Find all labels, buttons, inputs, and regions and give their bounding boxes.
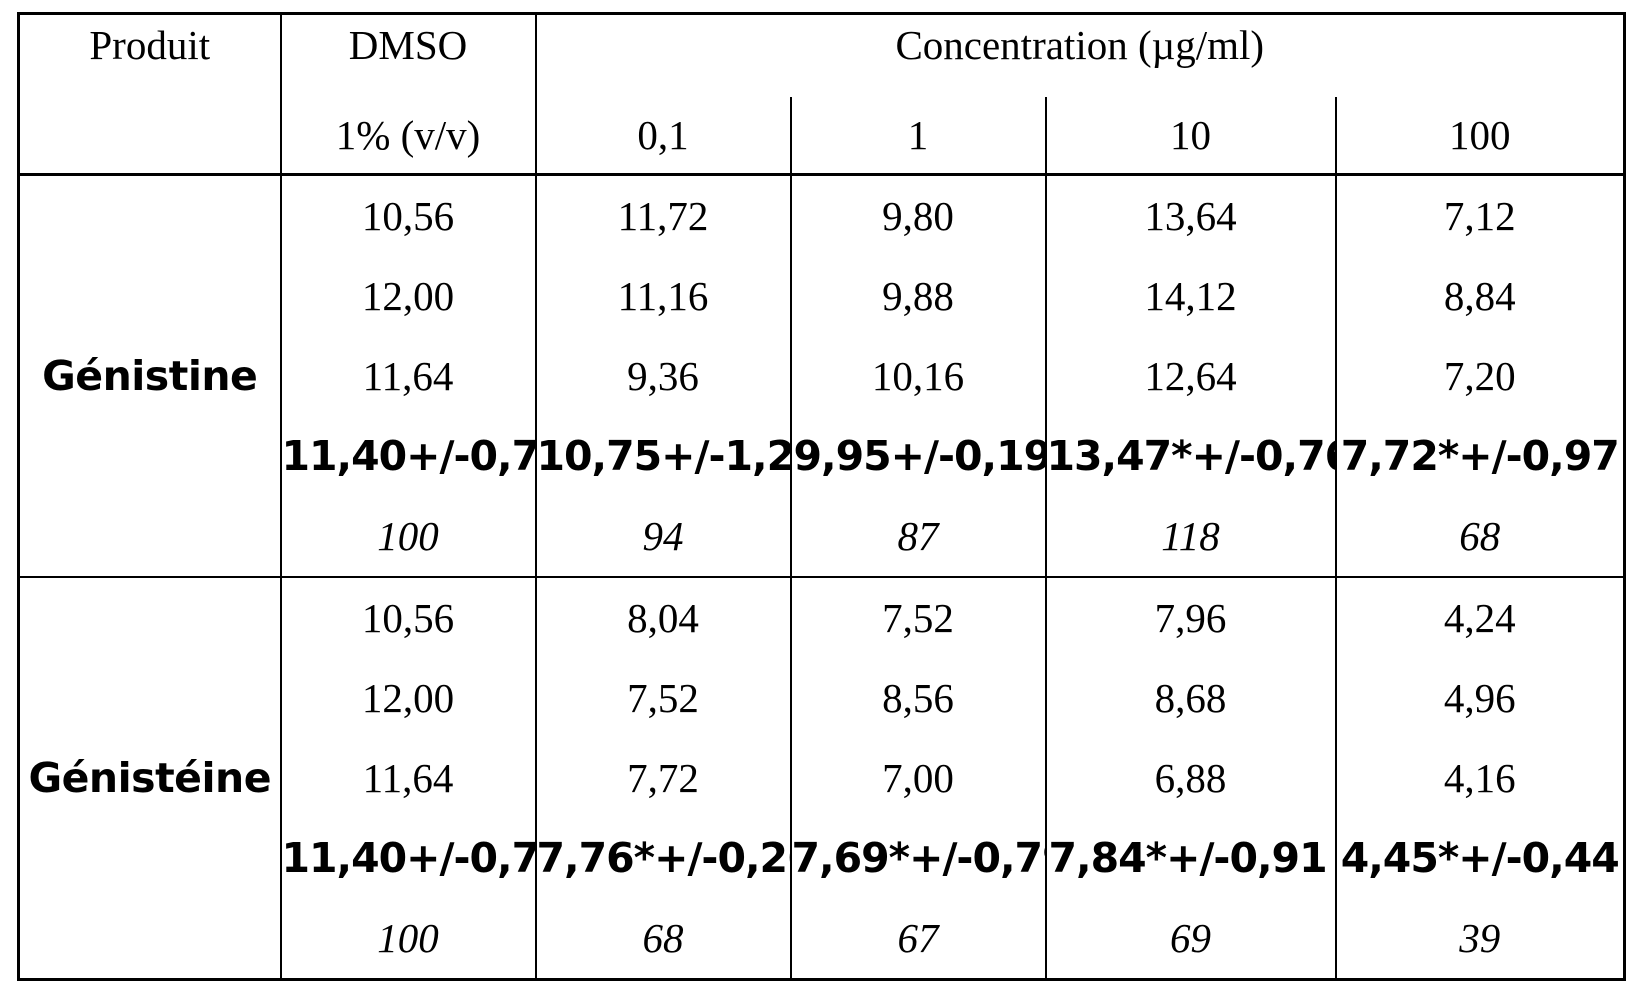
percent-cell: 69 [1044,898,1336,980]
mean-cell: 7,72*+/-0,97 [1334,416,1625,496]
percent-cell: 100 [279,496,536,577]
mean-cell: 4,45*+/-0,44 [1334,818,1625,898]
concentration-header: Concentration (µg/ml) [534,13,1625,97]
mean-cell: 10,75+/-1,23 [534,416,791,496]
table-cell: 9,88 [789,256,1046,336]
conc-header-0: 0,1 [534,97,791,175]
table-cell: 4,24 [1334,576,1625,658]
table-cell: 9,80 [789,173,1046,256]
dmso-header-line1: DMSO [279,13,536,97]
percent-cell: 94 [534,496,791,577]
table-row: 12,00 7,52 8,56 8,68 4,96 [19,658,1625,738]
percent-cell: 67 [789,898,1046,980]
table-cell: 8,68 [1044,658,1336,738]
percent-cell: 100 [279,898,536,980]
table-cell: 7,12 [1334,173,1625,256]
product-name-genisteine: Génistéine [18,576,281,980]
mean-cell: 11,40+/-0,75 [279,416,536,496]
table-cell: 7,52 [789,576,1046,658]
table-cell: 7,20 [1334,336,1625,416]
table-cell: 10,16 [789,336,1046,416]
dmso-header-line2: 1% (v/v) [279,97,536,175]
table-cell: 4,16 [1334,738,1625,818]
table-cell: 10,56 [279,576,536,658]
header-row-2: 1% (v/v) 0,1 1 10 100 [19,97,1625,175]
table-cell: 7,96 [1044,576,1336,658]
table-cell: 10,56 [279,173,536,256]
conc-header-1: 1 [789,97,1046,175]
table-cell: 11,16 [534,256,791,336]
mean-row: 11,40+/-0,75 7,76*+/-0,26 7,69*+/-0,79 7… [19,818,1625,898]
percent-cell: 39 [1334,898,1625,980]
percent-cell: 87 [789,496,1046,577]
product-header-empty [19,97,281,175]
mean-cell: 7,69*+/-0,79 [789,818,1046,898]
table-cell: 12,64 [1044,336,1336,416]
percent-cell: 118 [1044,496,1336,577]
table-cell: 8,04 [534,576,791,658]
table-cell: 7,00 [789,738,1046,818]
percent-row: 100 68 67 69 39 [19,898,1625,980]
mean-cell: 13,47*+/-0,76 [1044,416,1336,496]
table-cell: 11,64 [279,336,536,416]
table-cell: 8,56 [789,658,1046,738]
table-cell: 9,36 [534,336,791,416]
table-row: 11,64 7,72 7,00 6,88 4,16 [19,738,1625,818]
percent-cell: 68 [534,898,791,980]
table-row: Génistine 10,56 11,72 9,80 13,64 7,12 [18,173,1625,577]
conc-header-3: 100 [1334,97,1625,175]
conc-header-2: 10 [1044,97,1336,175]
table-cell: 8,84 [1334,256,1625,336]
table-cell: 7,72 [534,738,791,818]
product-name-genistine: Génistine [18,173,281,577]
mean-row: 11,40+/-0,75 10,75+/-1,23 9,95+/-0,19 13… [19,416,1625,496]
results-table: Produit DMSO Concentration (µg/ml) 1% (v… [17,12,1626,981]
table-cell: 13,64 [1044,173,1336,256]
mean-cell: 7,76*+/-0,26 [534,818,791,898]
product-header: Produit [89,22,211,68]
header-row-1: Produit DMSO Concentration (µg/ml) [19,13,1625,97]
table-cell: 12,00 [279,658,536,738]
mean-cell: 11,40+/-0,75 [279,818,536,898]
percent-cell: 68 [1334,496,1625,577]
percent-row: 100 94 87 118 68 [19,496,1625,577]
table-cell: 12,00 [279,256,536,336]
table-cell: 7,52 [534,658,791,738]
mean-cell: 7,84*+/-0,91 [1044,818,1336,898]
table-cell: 14,12 [1044,256,1336,336]
table-cell: 6,88 [1044,738,1336,818]
table-cell: 11,64 [279,738,536,818]
table-cell: 11,72 [534,173,791,256]
mean-cell: 9,95+/-0,19 [789,416,1046,496]
table-row: Génistéine 10,56 8,04 7,52 7,96 4,24 [18,576,1625,980]
table-row: 11,64 9,36 10,16 12,64 7,20 [19,336,1625,416]
table-cell: 4,96 [1334,658,1625,738]
table-row: 12,00 11,16 9,88 14,12 8,84 [19,256,1625,336]
